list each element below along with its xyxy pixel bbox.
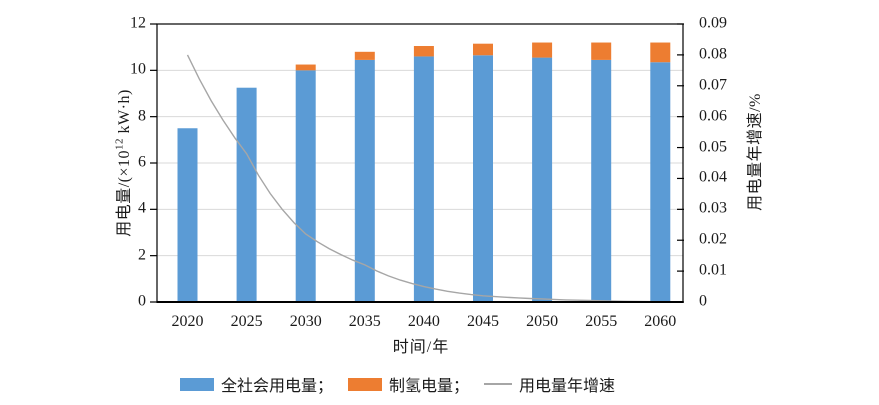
- y-right-tick-label: 0.09: [699, 14, 727, 32]
- y-left-title-prefix: 用电量/(×10: [116, 149, 133, 237]
- y-right-tick-label: 0: [699, 292, 707, 310]
- y-left-tick-label: 4: [138, 199, 146, 217]
- y-right-tick-label: 0.01: [699, 261, 727, 279]
- y-axis-left-title: 用电量/(×1012 kW·h): [110, 89, 134, 237]
- bar-total-electricity: [650, 62, 671, 302]
- bar-total-electricity: [413, 56, 434, 302]
- x-tick-label: 2060: [644, 313, 677, 330]
- legend-swatch-growth-rate-line: [484, 383, 513, 385]
- x-tick-label: 2040: [407, 313, 440, 330]
- bar-hydrogen-electricity: [532, 42, 553, 58]
- x-tick-label: 2050: [526, 313, 559, 330]
- x-tick-label: 2055: [585, 313, 618, 330]
- y-left-tick-label: 6: [138, 153, 146, 171]
- legend-label-hydrogen-electricity: 制氢电量；: [389, 378, 470, 395]
- x-tick-label: 2020: [171, 313, 204, 330]
- bar-total-electricity: [177, 128, 198, 302]
- legend-label-total-electricity: 全社会用电量；: [221, 378, 334, 395]
- x-tick-label: 2045: [467, 313, 499, 330]
- y-left-tick-label: 12: [130, 14, 146, 32]
- y-right-tick-label: 0.02: [699, 230, 727, 248]
- growth-rate-line: [186, 54, 661, 303]
- bar-total-electricity: [591, 59, 612, 303]
- bar-hydrogen-electricity: [591, 42, 612, 60]
- bar-hydrogen-electricity: [354, 51, 375, 60]
- y-axis-right-title: 用电量年增速/%: [747, 93, 764, 211]
- y-right-tick-label: 0.06: [699, 107, 727, 125]
- legend-item-hydrogen-electricity: 制氢电量；: [348, 372, 469, 396]
- legend-swatch-hydrogen-electricity: [348, 377, 383, 391]
- bar-hydrogen-electricity: [413, 46, 434, 57]
- x-tick-label: 2025: [230, 313, 263, 330]
- y-right-tick-label: 0.05: [699, 138, 727, 156]
- x-tick-label: 2035: [348, 313, 381, 330]
- y-left-title-superscript: 12: [113, 137, 126, 150]
- y-left-tick-label: 10: [130, 60, 146, 78]
- bar-total-electricity: [532, 57, 553, 302]
- bar-total-electricity: [354, 59, 375, 303]
- y-left-tick-label: 2: [138, 246, 146, 264]
- bar-total-electricity: [236, 87, 257, 302]
- y-left-title-suffix: kW·h): [116, 89, 133, 138]
- chart-legend: 全社会用电量； 制氢电量； 用电量年增速: [180, 372, 615, 396]
- legend-item-total-electricity: 全社会用电量；: [180, 372, 333, 396]
- x-axis-title: 时间/年: [392, 339, 450, 356]
- y-right-tick-label: 0.08: [699, 45, 727, 63]
- legend-label-growth-rate: 用电量年增速: [519, 378, 616, 395]
- legend-item-growth-rate: 用电量年增速: [484, 372, 615, 396]
- bar-hydrogen-electricity: [473, 43, 493, 56]
- bar-hydrogen-electricity: [295, 64, 316, 71]
- y-right-tick-label: 0.07: [699, 76, 727, 94]
- x-tick-label: 2030: [289, 313, 322, 330]
- y-right-tick-label: 0.04: [699, 169, 727, 187]
- bar-total-electricity: [473, 55, 493, 303]
- y-left-tick-label: 0: [138, 292, 146, 310]
- y-left-tick-label: 8: [138, 107, 146, 125]
- legend-swatch-total-electricity: [180, 377, 214, 391]
- bar-hydrogen-electricity: [650, 42, 671, 63]
- y-right-tick-label: 0.03: [699, 199, 727, 217]
- bar-total-electricity: [295, 70, 316, 302]
